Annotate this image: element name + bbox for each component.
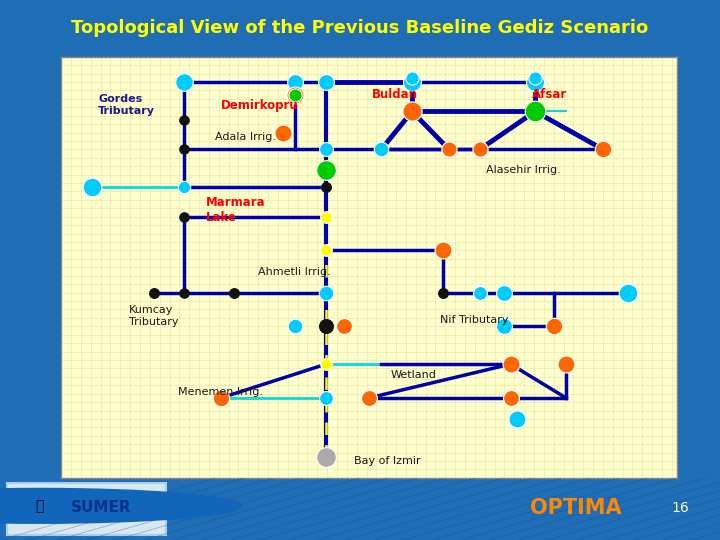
Text: Bay of Izmir: Bay of Izmir (354, 456, 420, 466)
Point (320, 288, 332, 297)
Point (228, 288, 239, 297)
Point (505, 394, 516, 402)
Text: Nif Tributary: Nif Tributary (440, 315, 508, 325)
Point (289, 322, 301, 330)
Point (179, 145, 190, 154)
Point (597, 145, 608, 154)
Text: Wetland: Wetland (390, 370, 436, 380)
Text: Adala Irrig.: Adala Irrig. (215, 132, 276, 141)
Point (548, 322, 559, 330)
Point (289, 78, 301, 86)
Text: SUMER: SUMER (71, 500, 131, 515)
Text: Kumcay
Tributary: Kumcay Tributary (129, 305, 179, 327)
Point (320, 166, 332, 175)
Point (289, 90, 301, 99)
Text: Afsar: Afsar (532, 88, 567, 101)
Point (437, 246, 449, 255)
Text: OPTIMA: OPTIMA (530, 498, 622, 518)
Text: 💧: 💧 (35, 499, 44, 513)
Point (474, 145, 485, 154)
Point (529, 107, 541, 116)
Point (179, 183, 190, 192)
Point (376, 145, 387, 154)
Point (179, 78, 190, 86)
Text: Ahmetli Irrig.: Ahmetli Irrig. (258, 267, 331, 276)
Text: Alasehir Irrig.: Alasehir Irrig. (486, 165, 561, 176)
Point (320, 394, 332, 402)
Circle shape (0, 489, 241, 523)
Text: Gordes
Tributary: Gordes Tributary (98, 94, 155, 116)
Point (437, 288, 449, 297)
Text: Marmara
Lake: Marmara Lake (206, 197, 266, 225)
Point (179, 212, 190, 221)
Point (320, 212, 332, 221)
Text: Topological View of the Previous Baseline Gediz Scenario: Topological View of the Previous Baselin… (71, 19, 649, 37)
Text: 16: 16 (672, 501, 689, 515)
Point (474, 145, 485, 154)
Point (376, 145, 387, 154)
Point (338, 322, 350, 330)
Point (179, 116, 190, 124)
Point (505, 360, 516, 368)
Point (529, 78, 541, 86)
Point (406, 73, 418, 82)
Point (148, 288, 159, 297)
Text: Buldan: Buldan (372, 88, 418, 101)
Point (560, 360, 572, 368)
Point (363, 394, 374, 402)
Point (320, 183, 332, 192)
Point (444, 145, 455, 154)
Point (320, 360, 332, 368)
Point (215, 394, 227, 402)
Point (179, 183, 190, 192)
Point (320, 453, 332, 461)
Point (406, 107, 418, 116)
Point (444, 145, 455, 154)
Text: Demirkopru: Demirkopru (221, 99, 299, 112)
Point (289, 90, 301, 99)
Point (499, 322, 510, 330)
Point (320, 246, 332, 255)
Point (320, 322, 332, 330)
Point (86, 183, 98, 192)
Point (499, 288, 510, 297)
Point (622, 288, 634, 297)
Point (320, 78, 332, 86)
Point (277, 128, 289, 137)
Point (406, 78, 418, 86)
Point (320, 145, 332, 154)
Point (529, 73, 541, 82)
Point (179, 288, 190, 297)
Point (511, 415, 523, 423)
FancyBboxPatch shape (7, 483, 166, 535)
Point (474, 288, 485, 297)
Text: Menemen Irrig.: Menemen Irrig. (178, 387, 264, 396)
